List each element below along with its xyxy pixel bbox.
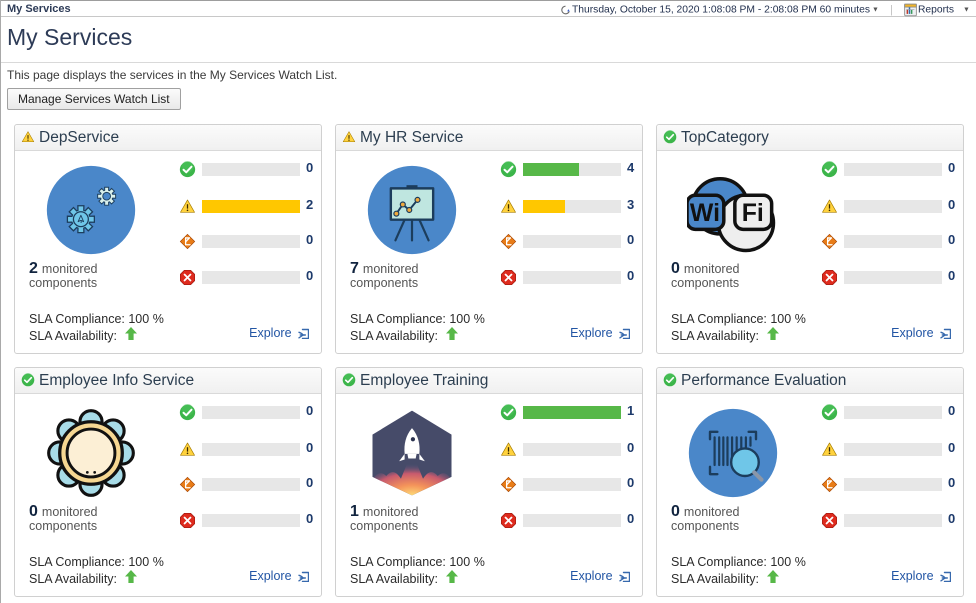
svg-text:Wi: Wi — [690, 200, 720, 227]
svg-text:Fi: Fi — [742, 200, 764, 227]
